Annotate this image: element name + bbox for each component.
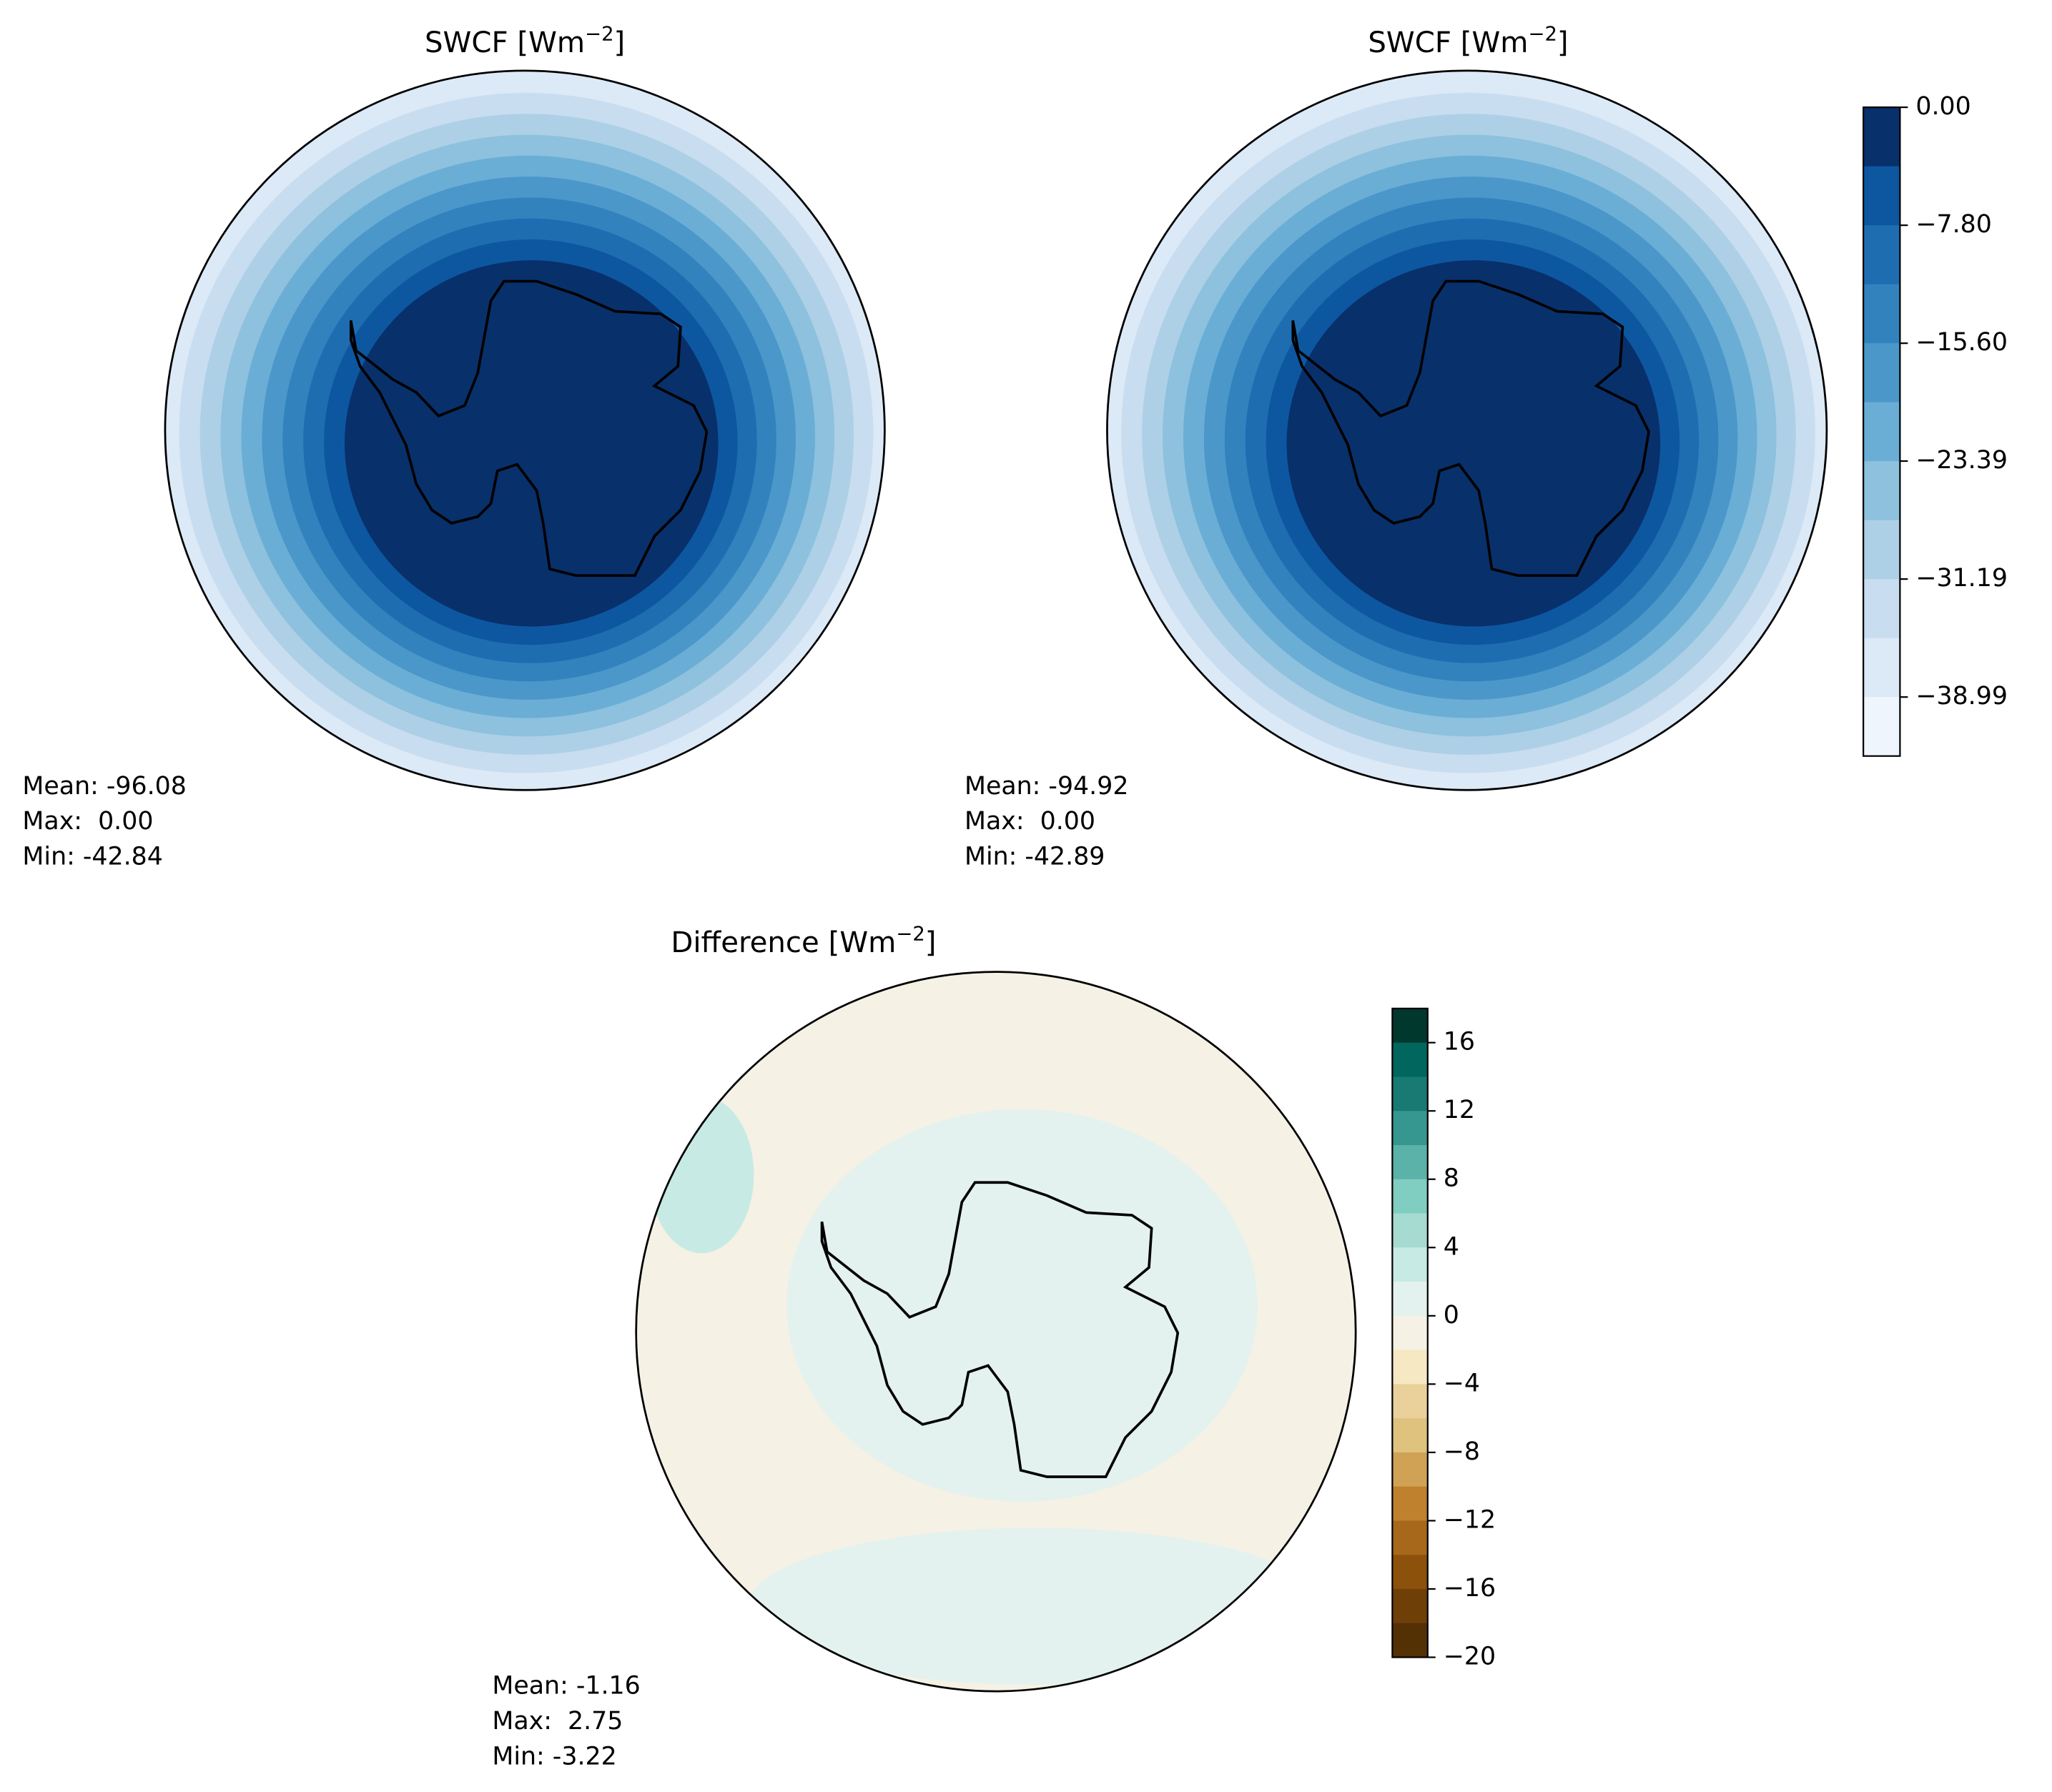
colorbar-band <box>1863 520 1900 580</box>
colorbar: 16 12 8 4 0 −4 −8 −12 −16 −20 <box>1391 1007 1496 1671</box>
colorbar-band <box>1863 166 1900 226</box>
title-text: SWCF [Wm <box>425 26 585 59</box>
colorbar-tick-label: 4 <box>1444 1232 1459 1261</box>
title-text: Difference [Wm <box>671 926 896 959</box>
colorbar-band <box>1392 1282 1428 1317</box>
colorbar-band <box>1863 107 1900 167</box>
map-boundary <box>635 971 1357 1693</box>
colorbar-band <box>1863 284 1900 345</box>
colorbar-band <box>1863 343 1900 403</box>
colorbar-band <box>1392 1555 1428 1590</box>
colorbar-band <box>1392 1623 1428 1658</box>
map-panel: SWCF [Wm−2] Mean: -94.92 Max: 0.00 Min: -42… <box>965 24 1828 871</box>
colorbar-tick-label: −16 <box>1444 1574 1496 1603</box>
colorbar-tick-label: −15.60 <box>1915 328 2008 357</box>
map-boundary <box>164 69 886 791</box>
colorbar-band <box>1392 1144 1428 1180</box>
colorbar-band <box>1392 1486 1428 1522</box>
colorbar-band <box>1392 1179 1428 1214</box>
colorbar-band <box>1863 638 1900 698</box>
colorbar-tick-label: 12 <box>1444 1096 1475 1124</box>
colorbar-band <box>1392 1588 1428 1624</box>
coastline <box>349 279 709 577</box>
title-superscript: −2 <box>585 24 613 46</box>
map-boundary <box>1106 69 1828 791</box>
stat-text: Mean: -1.16 <box>492 1672 640 1701</box>
colorbar-frame <box>1391 1007 1429 1658</box>
stat-text: Min: -42.89 <box>965 843 1105 871</box>
colorbar-band <box>1863 579 1900 639</box>
colorbar-band <box>1863 461 1900 521</box>
colorbar-band <box>1392 1008 1428 1044</box>
stat-text: Mean: -94.92 <box>965 772 1128 801</box>
stat-text: Min: -42.84 <box>22 843 162 871</box>
coastline <box>1291 279 1650 577</box>
colorbar-frame <box>1863 106 1901 757</box>
map-fill <box>164 70 885 791</box>
stat-text: Min: -3.22 <box>492 1743 616 1771</box>
title-superscript: −2 <box>1528 24 1557 46</box>
colorbar: 0.00 −7.80 −15.60 −23.39 −31.19 −38.99 <box>1863 92 2008 757</box>
colorbar-band <box>1863 402 1900 462</box>
map-fill <box>1107 70 1827 791</box>
contour-band <box>344 260 719 627</box>
colorbar-band <box>1392 1247 1428 1282</box>
colorbar-band <box>1392 1076 1428 1112</box>
colorbar-tick-label: −20 <box>1444 1643 1496 1671</box>
colorbar-tick-label: −12 <box>1444 1505 1496 1534</box>
map-panel: SWCF [Wm−2] Mean: -96.08 Max: 0.00 Min: -42… <box>22 24 886 871</box>
colorbar-tick-label: 0.00 <box>1915 92 1970 121</box>
stat-text: Mean: -96.08 <box>22 772 186 801</box>
colorbar-tick-label: −4 <box>1444 1369 1480 1397</box>
panel-title: Difference [Wm−2] <box>671 924 936 959</box>
colorbar-band <box>1392 1384 1428 1420</box>
stat-text: Max: 0.00 <box>965 807 1095 836</box>
map-fill <box>636 971 1356 1692</box>
colorbar-tick-label: 8 <box>1444 1164 1459 1193</box>
colorbar-tick-label: −31.19 <box>1915 564 2008 593</box>
coastline <box>820 1181 1180 1478</box>
title-end: ] <box>925 926 937 959</box>
stat-text: Max: 2.75 <box>492 1707 623 1736</box>
panel-title: SWCF [Wm−2] <box>425 24 625 59</box>
colorbar-band <box>1863 697 1900 757</box>
colorbar-band <box>1392 1213 1428 1249</box>
panel-title: SWCF [Wm−2] <box>1368 24 1568 59</box>
colorbar-band <box>1392 1042 1428 1078</box>
colorbar-tick-label: −38.99 <box>1915 682 2008 711</box>
colorbar-tick-label: −8 <box>1444 1437 1480 1466</box>
colorbar-tick-label: 16 <box>1444 1028 1475 1056</box>
title-end: ] <box>1557 26 1569 59</box>
colorbar-tick-label: 0 <box>1444 1301 1459 1330</box>
colorbar-tick-label: −23.39 <box>1915 446 2008 475</box>
colorbar-band <box>1392 1315 1428 1351</box>
title-end: ] <box>614 26 626 59</box>
stat-text: Max: 0.00 <box>22 807 153 836</box>
contour-band <box>1286 260 1661 627</box>
contour-band <box>786 1109 1258 1502</box>
title-text: SWCF [Wm <box>1368 26 1528 59</box>
colorbar-band <box>1392 1452 1428 1487</box>
colorbar-band <box>1863 225 1900 285</box>
title-superscript: −2 <box>896 924 924 946</box>
colorbar-band <box>1392 1418 1428 1453</box>
colorbar-band <box>1392 1350 1428 1385</box>
colorbar-band <box>1392 1520 1428 1556</box>
colorbar-band <box>1392 1111 1428 1146</box>
colorbar-tick-label: −7.80 <box>1915 210 1992 239</box>
